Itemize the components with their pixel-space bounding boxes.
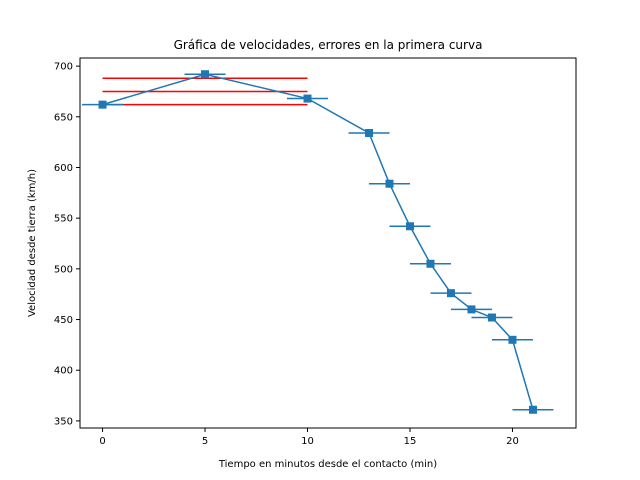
x-axis: 0 5 10 15 20 (99, 428, 519, 447)
data-point (364, 129, 373, 138)
chart-title: Gráfica de velocidades, errores en la pr… (174, 38, 483, 52)
y-tick-label: 700 (54, 62, 73, 73)
plot-frame (79, 57, 577, 429)
y-tick-label: 400 (54, 366, 73, 377)
x-tick-label: 0 (99, 436, 105, 447)
y-tick-label: 550 (54, 214, 73, 225)
y-tick-label: 600 (54, 163, 73, 174)
y-tick-label: 500 (54, 264, 73, 275)
data-point (528, 405, 537, 414)
data-point (426, 259, 435, 268)
y-axis: 350 400 450 500 550 600 650 700 (54, 62, 80, 427)
data-point (385, 179, 394, 188)
data-point (446, 289, 455, 298)
data-point (98, 100, 107, 109)
x-tick-label: 5 (202, 436, 208, 447)
x-tick-label: 10 (301, 436, 314, 447)
y-tick-label: 450 (54, 315, 73, 326)
y-tick-label: 350 (54, 416, 73, 427)
data-point (303, 94, 312, 103)
series-line (102, 73, 534, 410)
data-point (487, 313, 496, 322)
x-axis-label: Tiempo en minutos desde el contacto (min… (218, 459, 437, 470)
data-point (405, 222, 414, 231)
y-tick-label: 650 (54, 112, 73, 123)
data-point (467, 305, 476, 314)
data-point (201, 70, 210, 79)
x-tick-label: 15 (404, 436, 417, 447)
plot-area (82, 70, 554, 414)
x-tick-label: 20 (506, 436, 519, 447)
data-point (508, 335, 517, 344)
y-axis-label: Velocidad desde tierra (km/h) (27, 169, 38, 317)
